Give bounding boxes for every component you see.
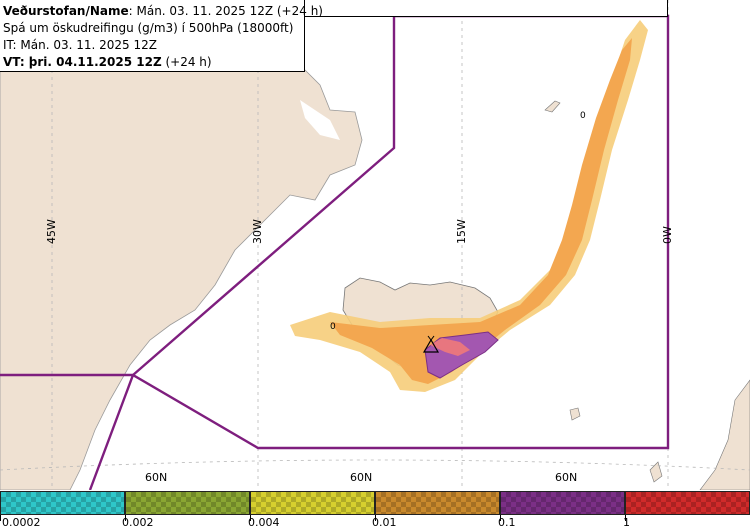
agency-line: Veðurstofan/Name: Mán. 03. 11. 2025 12Z …: [3, 3, 323, 20]
jan-mayen-island: [544, 100, 561, 113]
legend-label-2: 0.002: [122, 516, 154, 529]
legend-swatch-4: [375, 491, 500, 515]
legend-swatch-5: [500, 491, 625, 515]
volcano-icon: [422, 338, 440, 353]
legend-label-3: 0.004: [248, 516, 280, 529]
ash-contour-max: [430, 338, 470, 356]
contour-label-zero-north: 0: [580, 111, 586, 121]
run-time: : Mán. 03. 11. 2025 12Z (+24 h): [128, 4, 323, 18]
lat-label-60n-a: 60N: [145, 471, 167, 484]
issue-time: IT: Mán. 03. 11. 2025 12Z: [3, 38, 157, 52]
legend-swatch-2: [125, 491, 250, 515]
map-top-border: [305, 0, 668, 17]
valid-time-line: VT: þri. 04.11.2025 12Z (+24 h): [3, 54, 304, 71]
ash-plume: [290, 20, 648, 392]
map-canvas: 45W 30W 15W 0W 60N 60N 60N 0 0: [0, 0, 750, 490]
ash-contour-mid: [330, 38, 632, 384]
lon-label-0w: 0W: [661, 226, 674, 244]
product-description: Spá um öskudreifingu (g/m3) í 500hPa (18…: [3, 21, 294, 35]
fir-boundary: [0, 14, 670, 490]
concentration-legend: 0.0002 0.002 0.004 0.01 0.1 1: [0, 490, 750, 532]
legend-swatch-3: [250, 491, 375, 515]
contour-label-zero-west: 0: [330, 322, 336, 332]
legend-label-5: 0.1: [498, 516, 516, 529]
shetland-islands: [649, 461, 663, 483]
agency-name: Veðurstofan/Name: [3, 4, 129, 18]
faroe-islands: [569, 407, 581, 421]
norway-coast: [699, 379, 750, 490]
valid-offset: (+24 h): [161, 55, 212, 69]
lon-label-30w: 30W: [251, 219, 264, 244]
lon-label-15w: 15W: [455, 219, 468, 244]
legend-label-4: 0.01: [372, 516, 397, 529]
legend-label-1: 0.0002: [2, 516, 41, 529]
valid-time: VT: þri. 04.11.2025 12Z: [3, 55, 162, 69]
greenland-fjord: [300, 100, 340, 140]
lat-label-60n-b: 60N: [350, 471, 372, 484]
forecast-info-box: Veðurstofan/Name: Mán. 03. 11. 2025 12Z …: [0, 0, 323, 72]
legend-swatch-6: [625, 491, 750, 515]
legend-label-6: 1: [623, 516, 630, 529]
lon-label-45w: 45W: [45, 219, 58, 244]
greenland-landmass: [0, 69, 363, 490]
lat-label-60n-c: 60N: [555, 471, 577, 484]
legend-swatch-1: [0, 491, 125, 515]
